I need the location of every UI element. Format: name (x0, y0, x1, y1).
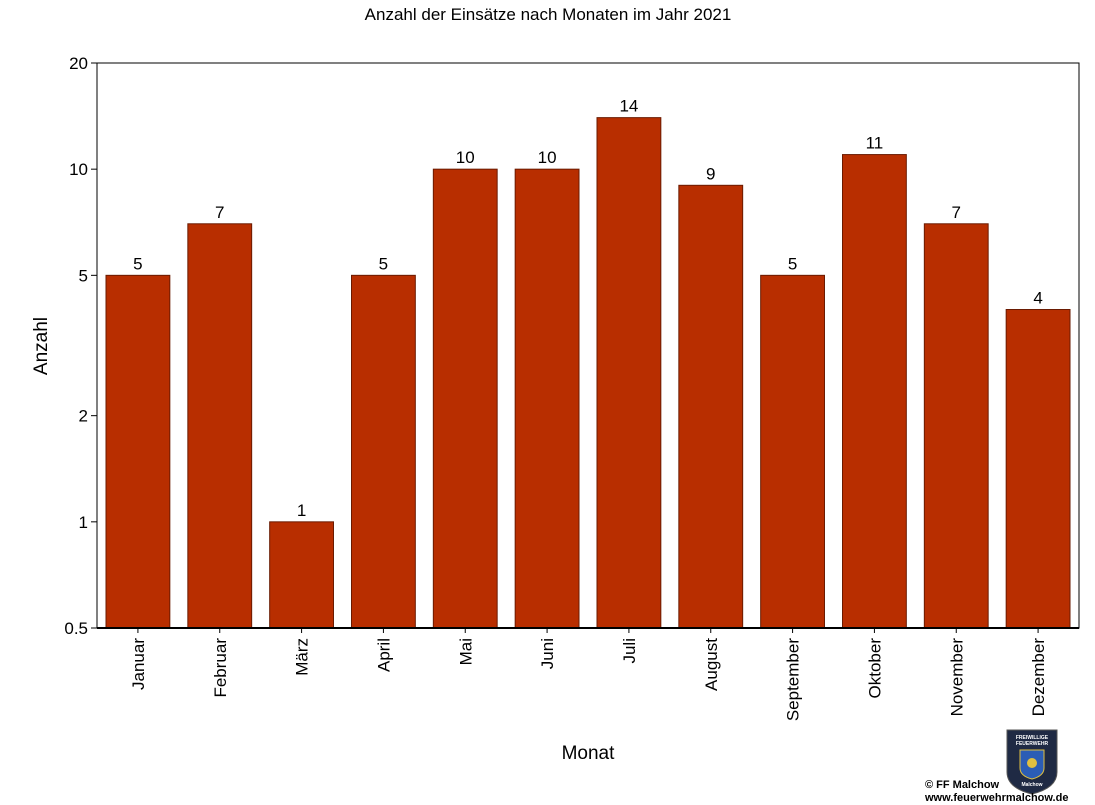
x-tick-label: November (947, 638, 966, 717)
bar (187, 223, 253, 629)
bar (760, 274, 825, 629)
y-axis-label: Anzahl (31, 317, 52, 375)
fire-brigade-shield-icon: FREIWILLIGE FEUERWEHR Malchow (1006, 729, 1058, 795)
x-tick-label: August (702, 638, 721, 691)
x-tick-label: Dezember (1029, 638, 1048, 717)
x-tick-label: Mai (456, 638, 475, 665)
bar (269, 521, 334, 629)
credit-line-1: © FF Malchow (925, 779, 1000, 791)
plot-frame (96, 62, 1080, 629)
data-label: 10 (456, 148, 475, 167)
logo-top-text: FREIWILLIGE (1016, 735, 1049, 741)
x-tick-label: April (374, 638, 393, 672)
data-label: 5 (788, 254, 797, 273)
data-label: 4 (1033, 289, 1042, 308)
x-axis-ticks: Januar Februar März April Mai Juni Juli August S… (129, 628, 1048, 721)
y-tick-label: 0.5 (64, 619, 88, 638)
chart-title: Anzahl der Einsätze nach Monaten im Jahr… (365, 5, 732, 24)
y-tick-label: 1 (79, 513, 88, 532)
bars: 5 7 1 5 10 10 14 9 5 11 7 4 (105, 97, 1071, 629)
x-tick-label: Januar (129, 638, 148, 690)
logo-mid-text: FEUERWEHR (1016, 741, 1049, 747)
bar (514, 168, 580, 629)
bar (1005, 309, 1071, 629)
data-label: 1 (297, 501, 306, 520)
x-tick-label: Juli (620, 638, 639, 664)
y-tick-label: 5 (79, 266, 88, 285)
bar (105, 274, 171, 629)
x-tick-label: September (784, 638, 803, 721)
x-tick-label: Juni (538, 638, 557, 669)
bar (923, 223, 989, 629)
bar (351, 274, 416, 629)
data-label: 9 (706, 164, 715, 183)
x-tick-label: Oktober (865, 638, 884, 699)
data-label: 7 (215, 203, 224, 222)
data-label: 14 (619, 97, 638, 116)
data-label: 10 (538, 148, 557, 167)
data-label: 11 (866, 134, 884, 153)
y-tick-label: 2 (79, 407, 88, 426)
data-label: 5 (379, 254, 388, 273)
bar (842, 154, 907, 629)
y-axis-ticks: 0.5 1 2 5 10 20 (64, 54, 97, 638)
x-axis-label: Monat (562, 743, 616, 764)
bar (678, 184, 744, 629)
credit-line-2: www.feuerwehrmalchow.de (924, 792, 1068, 804)
bar (596, 117, 662, 629)
logo-bottom-text: Malchow (1021, 782, 1042, 788)
y-tick-label: 10 (69, 160, 88, 179)
data-label: 5 (133, 254, 142, 273)
x-tick-label: März (293, 638, 312, 676)
bar (432, 168, 498, 629)
x-tick-label: Februar (211, 638, 230, 698)
plot-area: 5 7 1 5 10 10 14 9 5 11 7 4 0.5 1 2 5 10 20 Januar Februa… (64, 54, 1080, 721)
data-label: 7 (952, 203, 961, 222)
y-tick-label: 20 (69, 54, 88, 73)
